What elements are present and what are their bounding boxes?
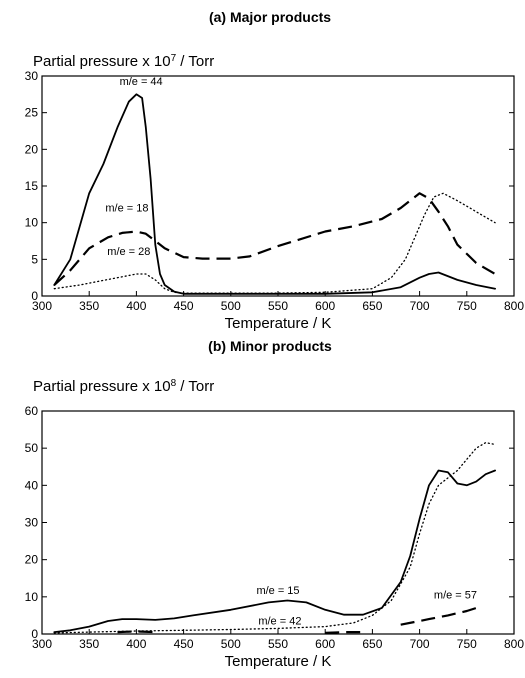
panel-a-major-products: (a) Major products Partial pressure x 10… — [25, 9, 525, 332]
x-tick-label: 450 — [174, 637, 194, 651]
y-tick-label: 20 — [25, 553, 39, 567]
y-tick-label: 30 — [25, 516, 39, 530]
x-tick-label: 350 — [79, 299, 99, 313]
series-label-m-e-57: m/e = 57 — [434, 590, 477, 602]
panel-a-title: (a) Major products — [209, 9, 331, 25]
series-label-m-e-44: m/e = 44 — [120, 76, 163, 88]
x-tick-label: 700 — [410, 299, 430, 313]
x-tick-label: 350 — [79, 637, 99, 651]
y-tick-label: 0 — [31, 627, 38, 641]
x-tick-label: 450 — [174, 299, 194, 313]
series-label-m-e-15: m/e = 15 — [256, 585, 299, 597]
x-tick-label: 400 — [126, 637, 146, 651]
y-tick-label: 25 — [25, 106, 39, 120]
y-tick-label: 20 — [25, 142, 39, 156]
x-tick-label: 300 — [32, 637, 52, 651]
x-tick-label: 500 — [221, 637, 241, 651]
series-line-m-e-15 — [53, 469, 496, 633]
series-label-m-e-18: m/e = 18 — [105, 203, 148, 215]
series-line-m-e-18 — [53, 192, 496, 286]
y-tick-label: 10 — [25, 216, 39, 230]
panel-a-series — [53, 93, 496, 295]
x-tick-label: 750 — [457, 637, 477, 651]
series-label-m-e-28: m/e = 28 — [107, 246, 150, 258]
panel-b-xlabel: Temperature / K — [225, 653, 332, 670]
panel-a-y-axis: 0 5 10 15 20 25 30 — [25, 69, 514, 303]
panel-b-ylabel: Partial pressure x 108 / Torr — [33, 378, 214, 396]
x-tick-label: 300 — [32, 299, 52, 313]
y-tick-label: 10 — [25, 590, 39, 604]
panel-a-ylabel: Partial pressure x 107 / Torr — [33, 53, 214, 71]
y-tick-label: 15 — [25, 179, 39, 193]
y-tick-label: 30 — [25, 69, 39, 83]
panel-b-x-axis: 300 350 400 450 500 550 600 650 700 750 800 — [32, 629, 524, 651]
x-tick-label: 750 — [457, 299, 477, 313]
panel-b-annotations: m/e = 15 m/e = 42 m/e = 57 — [256, 585, 477, 628]
panel-a-xlabel: Temperature / K — [225, 315, 332, 332]
series-line-m-e-42 — [53, 441, 496, 634]
panel-b-minor-products: (b) Minor products Partial pressure x 10… — [25, 338, 525, 670]
series-label-m-e-42: m/e = 42 — [258, 616, 301, 628]
x-tick-label: 800 — [504, 637, 524, 651]
x-tick-label: 550 — [268, 299, 288, 313]
panel-b-title: (b) Minor products — [208, 338, 332, 354]
x-tick-label: 650 — [362, 299, 382, 313]
x-tick-label: 400 — [126, 299, 146, 313]
x-tick-label: 550 — [268, 637, 288, 651]
x-tick-label: 600 — [315, 637, 335, 651]
x-tick-label: 650 — [362, 637, 382, 651]
series-line-m-e-44 — [53, 93, 496, 295]
panel-a-annotations: m/e = 44 m/e = 18 m/e = 28 — [105, 76, 162, 258]
panel-b-series — [53, 441, 496, 634]
x-tick-label: 700 — [410, 637, 430, 651]
y-tick-label: 50 — [25, 441, 39, 455]
panel-a-frame — [41, 75, 515, 297]
y-tick-label: 0 — [31, 289, 38, 303]
panel-b-y-axis: 0 10 20 30 40 50 60 — [25, 404, 514, 641]
y-tick-label: 40 — [25, 478, 39, 492]
x-tick-label: 500 — [221, 299, 241, 313]
x-tick-label: 800 — [504, 299, 524, 313]
series-line-m-e-57 — [117, 606, 477, 634]
x-tick-label: 600 — [315, 299, 335, 313]
y-tick-label: 60 — [25, 404, 39, 418]
y-tick-label: 5 — [31, 252, 38, 266]
series-line-m-e-28 — [53, 192, 496, 294]
